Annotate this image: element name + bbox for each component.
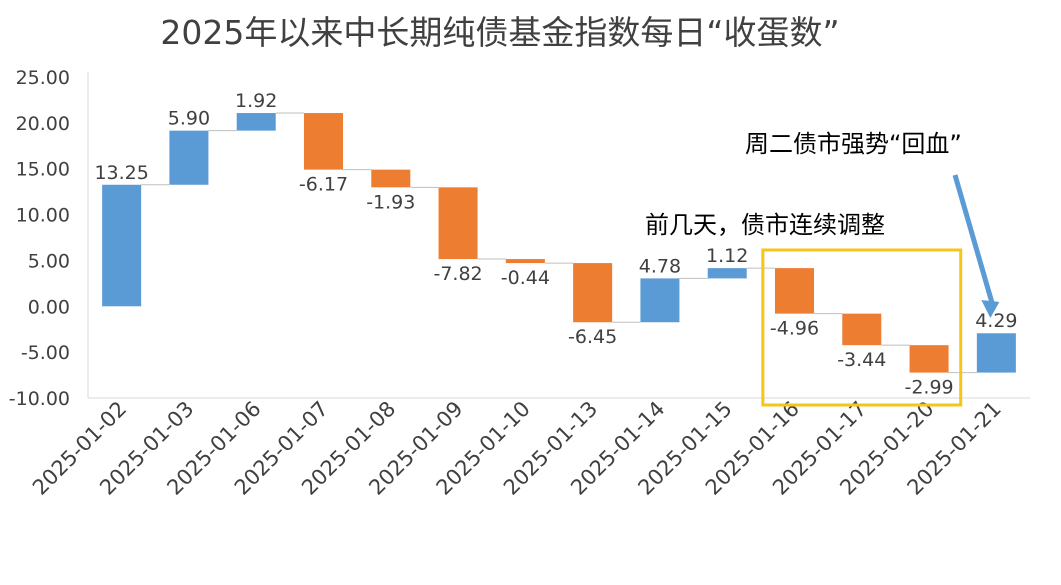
highlight-box	[761, 248, 963, 407]
waterfall-bar	[102, 184, 142, 307]
y-tick-label: -5.00	[21, 342, 70, 364]
data-label: -7.82	[433, 263, 482, 285]
waterfall-bar	[371, 169, 411, 188]
waterfall-bar	[573, 263, 613, 323]
waterfall-bar	[169, 130, 209, 185]
waterfall-bar	[303, 113, 344, 170]
annotation-text: 前几天，债市连续调整	[645, 211, 885, 239]
data-label: 1.12	[706, 245, 748, 267]
waterfall-bar	[707, 268, 747, 279]
data-label: -1.93	[366, 191, 415, 213]
arrow-head	[981, 300, 1000, 318]
data-label: 4.29	[975, 310, 1017, 332]
waterfall-bar	[505, 259, 545, 264]
data-label: 1.92	[235, 90, 277, 112]
arrow-shaft	[952, 174, 995, 305]
waterfall-bar	[774, 268, 815, 314]
data-label: -6.45	[568, 326, 617, 348]
annotation-text: 周二债市强势“回血”	[745, 130, 962, 158]
y-tick-label: 20.00	[16, 113, 70, 135]
waterfall-bar	[842, 313, 882, 346]
data-label: 4.78	[639, 255, 681, 277]
data-label: -2.99	[904, 377, 953, 399]
data-label: -6.17	[299, 174, 348, 196]
waterfall-bar	[976, 333, 1016, 373]
data-label: -4.96	[770, 318, 819, 340]
waterfall-bar	[438, 187, 478, 260]
y-tick-label: 25.00	[16, 67, 70, 89]
waterfall-bar	[640, 278, 680, 323]
y-tick-label: 15.00	[16, 159, 70, 181]
y-tick-label: -10.00	[9, 388, 70, 410]
y-tick-label: 0.00	[28, 296, 70, 318]
data-label: 5.90	[168, 108, 210, 130]
waterfall-bar	[909, 345, 949, 373]
chart-title: 2025年以来中长期纯债基金指数每日“收蛋数”	[160, 13, 840, 52]
data-label: -3.44	[837, 349, 886, 371]
data-label: -0.44	[501, 267, 550, 289]
y-tick-label: 5.00	[28, 250, 70, 272]
y-tick-label: 10.00	[16, 205, 70, 227]
waterfall-bar	[236, 113, 276, 131]
data-label: 13.25	[94, 162, 148, 184]
